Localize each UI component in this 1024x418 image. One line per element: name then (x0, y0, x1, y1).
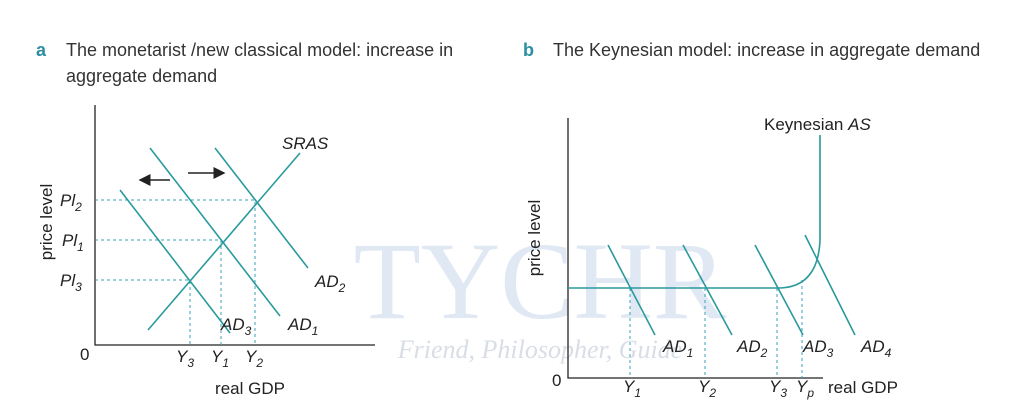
label-text: Y (211, 347, 224, 366)
panel-letter: a (36, 40, 47, 60)
label-text: Y (698, 377, 711, 396)
curve-label: AD2 (736, 337, 768, 360)
curve-label: AD4 (860, 337, 892, 360)
label-text: Y (623, 377, 636, 396)
output-label: Y1 (623, 377, 641, 400)
label-text: Y (796, 377, 809, 396)
label-sub: p (806, 386, 814, 400)
label-sub: 3 (187, 356, 194, 370)
watermark-logo: TYCHR (354, 220, 727, 342)
output-label: Y3 (176, 347, 194, 370)
ad-curve (607, 244, 656, 336)
label-sub: 2 (760, 346, 768, 360)
ad-curve (149, 147, 281, 317)
ad-curve (119, 189, 231, 334)
axes (567, 118, 823, 379)
output-label: Y1 (211, 347, 229, 370)
label-text: AD (314, 272, 339, 291)
panel-title: The monetarist /new classical model: inc… (66, 40, 453, 60)
label-sub: 3 (827, 346, 834, 360)
label-text: Y (176, 347, 189, 366)
label-text: AD (662, 337, 687, 356)
ad-curve (214, 147, 309, 269)
guide-lines (629, 280, 803, 378)
axes (94, 105, 375, 346)
output-label: Y3 (769, 377, 787, 400)
origin: 0 (80, 345, 89, 364)
label-sub: 2 (708, 386, 716, 400)
ad-curve (682, 244, 733, 336)
label-text: AD (736, 337, 761, 356)
price-level-label: Pl1 (62, 231, 84, 254)
output-label: Y2 (245, 347, 263, 370)
x-axis-label: real GDP (828, 378, 898, 397)
label-sub: 1 (312, 324, 319, 338)
curve-label: AD2 (314, 272, 346, 295)
curve-label: SRAS (282, 134, 329, 153)
label-text: Pl (60, 191, 76, 210)
label-sub: 4 (885, 346, 892, 360)
curve-label: Keynesian AS (764, 115, 871, 134)
output-label: Yp (796, 377, 814, 400)
curve-label: AD1 (287, 315, 318, 338)
y-axis-label: price level (525, 200, 544, 277)
label-sub: 1 (687, 346, 694, 360)
curve-label: AD1 (662, 337, 693, 360)
label-text: Pl (60, 271, 76, 290)
origin: 0 (552, 371, 561, 390)
label-sub: 2 (338, 281, 346, 295)
label-text: AD (860, 337, 885, 356)
label-sub: 3 (75, 280, 82, 294)
price-level-label: Pl3 (60, 271, 82, 294)
label-text: AS (847, 115, 871, 134)
panel-letter: b (523, 40, 534, 60)
x-axis-label: real GDP (215, 379, 285, 398)
label-sub: 1 (634, 386, 641, 400)
label-sub: 1 (77, 240, 84, 254)
curve-label: AD3 (220, 315, 252, 338)
panel-title: aggregate demand (66, 66, 217, 86)
label-sub: 2 (255, 356, 263, 370)
label-sub: 3 (780, 386, 787, 400)
watermark-tagline: Friend, Philosopher, Guide (397, 335, 683, 364)
panel-title: The Keynesian model: increase in aggrega… (553, 40, 980, 60)
label-text: AD (287, 315, 312, 334)
y-axis-label: price level (37, 184, 56, 261)
sras-curve (147, 152, 301, 331)
curve-label: AD3 (802, 337, 834, 360)
ad-curve (754, 244, 804, 336)
label-text: Pl (62, 231, 78, 250)
label-sub: 2 (74, 200, 82, 214)
label-sub: 1 (222, 356, 229, 370)
price-level-label: Pl2 (60, 191, 82, 214)
output-label: Y2 (698, 377, 716, 400)
label-text: AD (802, 337, 827, 356)
keynesian-as-curve (568, 135, 821, 289)
label-sub: 3 (245, 324, 252, 338)
label-text: Y (245, 347, 258, 366)
label-text: AD (220, 315, 245, 334)
label-text: Keynesian (764, 115, 843, 134)
label-text: Y (769, 377, 782, 396)
ad-curve (804, 234, 856, 336)
